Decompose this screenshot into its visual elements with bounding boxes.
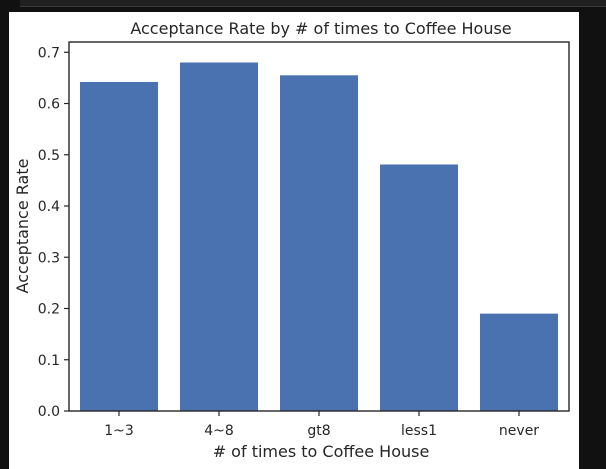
chart-title: Acceptance Rate by # of times to Coffee … xyxy=(130,19,511,38)
plot-frame xyxy=(68,41,570,412)
bar-0 xyxy=(80,81,158,411)
bar-3 xyxy=(380,164,458,411)
y-tick-label-7: 0.7 xyxy=(38,45,60,61)
x-tick-label-2: gt8 xyxy=(307,423,330,439)
bar-1 xyxy=(180,62,258,411)
y-tick-label-6: 0.6 xyxy=(38,97,60,113)
chart-figure: Acceptance Rate by # of times to Coffee … xyxy=(9,12,579,469)
x-tick-label-3: less1 xyxy=(401,423,437,439)
y-tick-label-1: 0.1 xyxy=(38,353,60,369)
x-tick-label-0: 1~3 xyxy=(104,423,134,439)
x-tick-label-1: 4~8 xyxy=(204,423,234,439)
y-tick-label-3: 0.3 xyxy=(38,250,60,266)
bars-group xyxy=(80,62,558,412)
y-tick-label-4: 0.4 xyxy=(38,199,60,215)
y-tick-label-0: 0.0 xyxy=(38,404,60,420)
y-tick-label-2: 0.2 xyxy=(38,302,60,318)
y-axis-label: Acceptance Rate xyxy=(13,159,32,294)
y-tick-label-5: 0.5 xyxy=(38,148,60,164)
x-ticks-group: 1~3 4~8 gt8 less1 never xyxy=(104,411,539,439)
x-tick-label-4: never xyxy=(499,423,539,439)
y-ticks-group: 0.0 0.1 0.2 0.3 0.4 0.5 0.6 0.7 xyxy=(38,45,69,420)
window-top-strip xyxy=(20,0,606,7)
x-axis-label: # of times to Coffee House xyxy=(213,442,430,461)
bar-2 xyxy=(280,75,358,411)
bar-4 xyxy=(480,313,558,412)
bar-chart: Acceptance Rate by # of times to Coffee … xyxy=(13,19,570,461)
